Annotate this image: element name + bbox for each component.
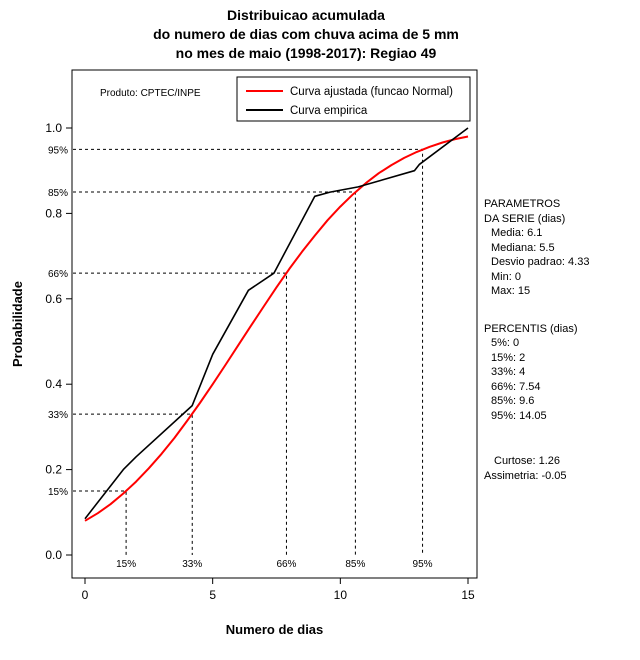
parameters-title-line2: DA SERIE (dias)	[484, 212, 566, 225]
percentile-label-bottom: 15%	[116, 559, 136, 570]
parameter-line: Media: 6.1	[491, 227, 543, 239]
y-tick-label: 0.4	[45, 377, 62, 391]
chart-title: Distribuicao acumulada do numero de dias…	[0, 6, 612, 63]
legend-box	[236, 76, 471, 122]
percentiles-list: 5%: 0 15%: 2 33%: 4 66%: 7.54 85%: 9.6 95%: 1…	[484, 336, 638, 423]
percentile-line: 95%: 14.05	[491, 409, 547, 422]
parameter-line: Desvio padrao: 4.33	[491, 256, 590, 268]
percentile-label-left: 33%	[48, 410, 68, 421]
chart-title-line3: no mes de maio (1998-2017): Regiao 49	[175, 45, 437, 61]
parameter-line: Min: 0	[491, 270, 521, 283]
percentile-label-bottom: 33%	[182, 559, 202, 570]
percentile-label-left: 95%	[48, 145, 68, 156]
x-tick-label: 10	[334, 588, 348, 602]
percentile-label-bottom: 85%	[345, 559, 365, 570]
x-axis-label: Numero de dias	[226, 622, 324, 637]
percentile-label-bottom: 95%	[413, 559, 433, 570]
percentile-line: 33%: 4	[491, 366, 526, 378]
percentile-guide-95%	[73, 148, 424, 555]
percentile-label-left: 66%	[48, 269, 68, 280]
legend-label: Curva ajustada (funcao Normal)	[290, 86, 453, 98]
spacer	[484, 423, 638, 454]
kurtosis-value: Curtose: 1.26	[494, 455, 561, 467]
curve-empirical	[84, 127, 469, 520]
parameter-line: Max: 15	[491, 285, 531, 297]
parameter-line: Mediana: 5.5	[491, 241, 555, 254]
statistics-panel: PARAMETROS DA SERIE (dias) Media: 6.1 Med…	[484, 197, 638, 483]
skewness-value: Assimetria: -0.05	[484, 469, 567, 482]
chart-title-line1: Distribuicao acumulada	[227, 7, 385, 23]
percentile-label-left: 15%	[48, 487, 68, 498]
percentile-line: 66%: 7.54	[491, 380, 541, 393]
y-tick-label: 0.8	[45, 206, 62, 220]
parameters-title-line1: PARAMETROS	[484, 198, 561, 210]
plot-border	[71, 69, 478, 579]
percentile-line: 15%: 2	[491, 351, 526, 364]
x-tick-label: 0	[82, 588, 89, 602]
y-tick-label: 0.6	[45, 292, 62, 306]
percentile-line: 5%: 0	[491, 337, 520, 349]
curve-fitted-normal	[84, 135, 469, 522]
chart-title-line2: do numero de dias com chuva acima de 5 m…	[153, 26, 459, 42]
x-tick-label: 15	[461, 588, 475, 602]
spacer	[484, 299, 638, 322]
percentile-label-left: 85%	[48, 188, 68, 199]
parameters-list: Media: 6.1 Mediana: 5.5 Desvio padrao: 4.3…	[484, 226, 638, 299]
y-axis-label: Probabilidade	[10, 281, 25, 367]
percentiles-title: PERCENTIS (dias)	[484, 322, 578, 335]
legend-label: Curva empirica	[290, 105, 368, 117]
product-annotation: Produto: CPTEC/INPE	[100, 88, 201, 99]
y-tick-label: 1.0	[45, 121, 62, 135]
y-tick-label: 0.2	[45, 463, 62, 477]
x-tick-label: 5	[209, 588, 216, 602]
y-tick-label: 0.0	[45, 548, 62, 562]
percentile-line: 85%: 9.6	[491, 395, 535, 407]
percentile-label-bottom: 66%	[276, 559, 296, 570]
